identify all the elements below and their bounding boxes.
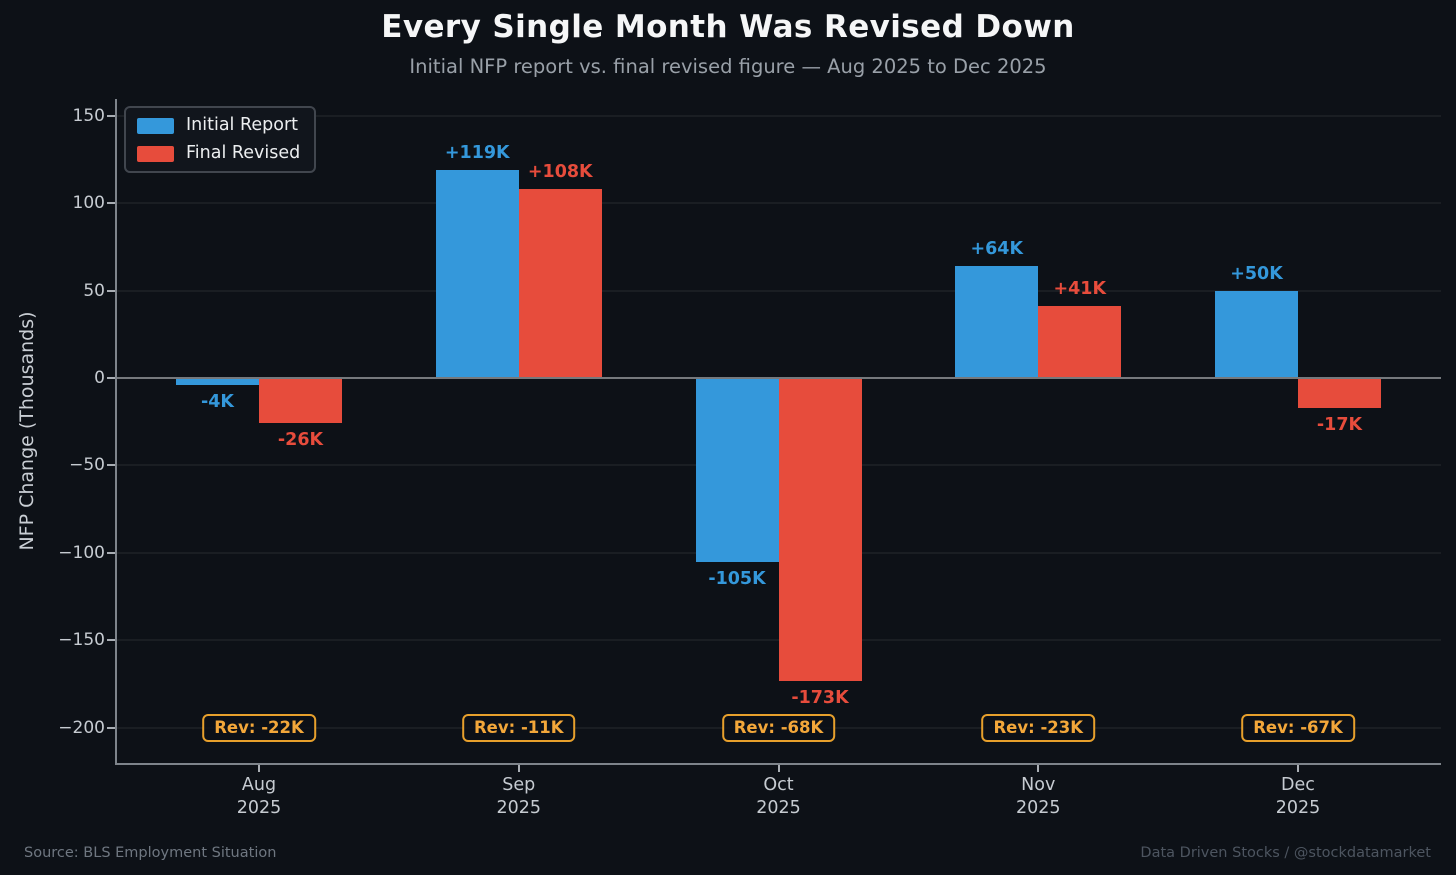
bar-value-label-initial-report-nov-2025: +64K bbox=[970, 239, 1024, 260]
x-axis-tick-label: Nov 2025 bbox=[1015, 775, 1061, 818]
x-axis-tick-label: Sep 2025 bbox=[496, 775, 542, 818]
y-axis-tick bbox=[107, 726, 115, 729]
bar-initial-report-oct-2025 bbox=[695, 378, 779, 562]
bar-value-label-initial-report-oct-2025: -105K bbox=[708, 568, 766, 589]
revision-badge-nov-2025: Rev: -23K bbox=[981, 714, 1096, 742]
y-axis-tick bbox=[107, 464, 115, 467]
chart-subtitle: Initial NFP report vs. final revised fig… bbox=[409, 55, 1047, 78]
x-axis-tick bbox=[777, 765, 780, 772]
y-axis-tick-label: −150 bbox=[58, 630, 105, 651]
y-axis-tick bbox=[107, 639, 115, 642]
y-axis-tick bbox=[107, 551, 115, 554]
bar-final-revised-sep-2025 bbox=[518, 189, 602, 378]
y-axis-tick bbox=[107, 377, 115, 379]
y-axis-title: NFP Change (Thousands) bbox=[16, 311, 38, 551]
bar-final-revised-oct-2025 bbox=[778, 378, 862, 681]
revision-badge-sep-2025: Rev: -11K bbox=[461, 714, 576, 742]
legend-label: Initial Report bbox=[186, 115, 298, 135]
bar-final-revised-nov-2025 bbox=[1038, 306, 1122, 378]
legend-swatch-red bbox=[137, 145, 174, 162]
y-axis-tick-label: 0 bbox=[94, 368, 105, 388]
bar-value-label-final-revised-oct-2025: -173K bbox=[791, 687, 849, 708]
bar-value-label-final-revised-dec-2025: -17K bbox=[1316, 414, 1363, 435]
bar-value-label-initial-report-aug-2025: -4K bbox=[200, 391, 234, 412]
revision-badge-oct-2025: Rev: -68K bbox=[721, 714, 836, 742]
bar-value-label-initial-report-dec-2025: +50K bbox=[1230, 263, 1283, 284]
x-axis-spine bbox=[115, 763, 1441, 765]
bar-value-label-final-revised-nov-2025: +41K bbox=[1053, 279, 1107, 300]
x-axis-tick bbox=[1037, 765, 1040, 772]
x-axis-tick-label: Oct 2025 bbox=[756, 775, 801, 818]
gridline bbox=[117, 114, 1441, 117]
y-axis-spine bbox=[115, 99, 117, 765]
y-axis-tick bbox=[107, 289, 115, 292]
bar-initial-report-dec-2025 bbox=[1215, 290, 1298, 378]
legend-label: Final Revised bbox=[186, 143, 301, 163]
y-axis-tick-label: 150 bbox=[72, 105, 105, 126]
chart-title: Every Single Month Was Revised Down bbox=[381, 9, 1075, 45]
y-axis-tick-label: 50 bbox=[83, 280, 105, 301]
legend: Initial Report Final Revised bbox=[124, 106, 317, 173]
x-axis-tick-label: Dec 2025 bbox=[1275, 775, 1321, 818]
bar-initial-report-nov-2025 bbox=[955, 266, 1039, 378]
source-note: Source: BLS Employment Situation bbox=[24, 845, 277, 861]
x-axis-tick bbox=[258, 765, 260, 772]
bar-initial-report-aug-2025 bbox=[176, 378, 259, 385]
bar-value-label-initial-report-sep-2025: +119K bbox=[444, 142, 510, 163]
zero-baseline bbox=[117, 377, 1441, 379]
credit-note: Data Driven Stocks / @stockdatamarket bbox=[1140, 845, 1431, 861]
revision-badge-dec-2025: Rev: -67K bbox=[1241, 714, 1355, 742]
y-axis-tick bbox=[107, 114, 115, 117]
bar-initial-report-sep-2025 bbox=[435, 169, 519, 378]
gridline bbox=[117, 289, 1441, 292]
bar-final-revised-aug-2025 bbox=[259, 378, 342, 424]
legend-item-final-revised: Final Revised bbox=[137, 143, 300, 164]
x-axis-tick bbox=[1297, 765, 1299, 772]
y-axis-tick bbox=[107, 202, 115, 205]
legend-swatch-blue bbox=[137, 117, 174, 134]
y-axis-tick-label: −50 bbox=[69, 455, 105, 476]
gridline bbox=[117, 202, 1441, 205]
bar-value-label-final-revised-sep-2025: +108K bbox=[527, 162, 593, 183]
y-axis-tick-label: −200 bbox=[58, 717, 105, 738]
x-axis-tick bbox=[517, 765, 520, 772]
bar-final-revised-dec-2025 bbox=[1298, 378, 1381, 408]
legend-item-initial-report: Initial Report bbox=[137, 115, 300, 136]
bar-value-label-final-revised-aug-2025: -26K bbox=[277, 430, 324, 451]
y-axis-tick-label: 100 bbox=[72, 193, 105, 214]
revision-badge-aug-2025: Rev: -22K bbox=[202, 714, 316, 742]
x-axis-tick-label: Aug 2025 bbox=[236, 775, 282, 818]
y-axis-tick-label: −100 bbox=[58, 542, 105, 563]
